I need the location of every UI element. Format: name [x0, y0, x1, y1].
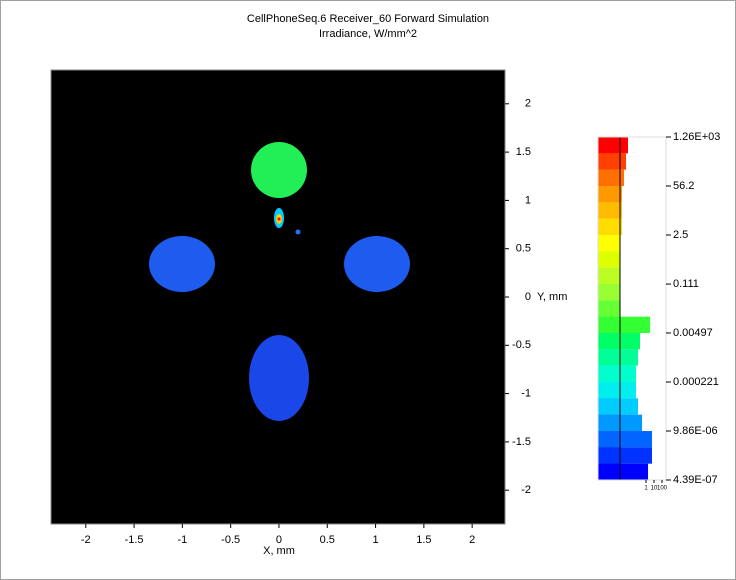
colorbar-band: [598, 300, 620, 317]
histogram-bar: [598, 186, 622, 203]
histogram-bar: [598, 398, 638, 415]
histogram-bar: [598, 463, 649, 480]
histogram-bar: [598, 218, 622, 235]
colorbar-tick-label: 0.00497: [673, 327, 713, 339]
y-tick-label: -1: [521, 388, 531, 400]
chart-title: CellPhoneSeq.6 Receiver_60 Forward Simul…: [247, 13, 489, 25]
spot: [344, 236, 410, 292]
x-tick-label: 0.5: [320, 534, 335, 546]
colorbar-tick-label: 2.5: [673, 229, 688, 241]
colorbar-band: [598, 251, 620, 268]
y-tick-label: -1.5: [512, 436, 531, 448]
histogram-bar: [598, 153, 627, 170]
spot: [277, 217, 281, 221]
y-axis-label: Y, mm: [537, 291, 567, 303]
x-tick-label: 2: [469, 534, 475, 546]
y-tick-label: 1: [525, 194, 531, 206]
colorbar-frame: [597, 136, 667, 481]
histogram-bar: [598, 202, 622, 219]
hist-tick-label: 10: [651, 486, 658, 492]
colorbar-band: [598, 284, 620, 301]
spot: [251, 142, 307, 198]
histogram-bar: [598, 365, 636, 382]
histogram-bar: [598, 316, 651, 333]
histogram-bar: [598, 137, 628, 154]
x-axis-label: X, mm: [263, 545, 295, 557]
irradiance-spots: [149, 142, 410, 421]
chart-subtitle: Irradiance, W/mm^2: [319, 28, 417, 40]
spot: [295, 229, 301, 235]
hist-tick-label: 1: [644, 486, 648, 492]
x-tick-label: 1: [372, 534, 378, 546]
y-tick-label: -2: [521, 484, 531, 496]
histogram-bar: [598, 235, 620, 252]
x-tick-label: -0.5: [221, 534, 240, 546]
hist-tick-label: 100: [657, 486, 668, 492]
colorbar-tick-label: 4.39E-07: [673, 474, 718, 486]
histogram-bar: [598, 169, 625, 186]
x-tick-label: -1: [177, 534, 187, 546]
y-tick-label: 0: [525, 291, 531, 303]
x-tick-label: 1.5: [416, 534, 431, 546]
colorbar-tick-label: 56.2: [673, 180, 694, 192]
histogram-bar: [598, 447, 652, 464]
colorbar-tick-label: 9.86E-06: [673, 425, 718, 437]
spot: [149, 236, 215, 292]
y-tick-label: -0.5: [512, 339, 531, 351]
histogram-bar: [598, 333, 641, 350]
colorbar-band: [598, 267, 620, 284]
y-tick-label: 2: [525, 98, 531, 110]
spot: [249, 335, 309, 421]
plot-area: [50, 69, 506, 525]
colorbar-tick-label: 0.111: [673, 278, 699, 290]
colorbar-tick-label: 0.000221: [673, 376, 719, 388]
y-tick-label: 0.5: [516, 243, 531, 255]
histogram-bar: [598, 431, 652, 448]
x-tick-label: -2: [81, 534, 91, 546]
x-tick-label: -1.5: [125, 534, 144, 546]
y-tick-label: 1.5: [516, 146, 531, 158]
colorbar-tick-label: 1.26E+03: [673, 131, 720, 143]
histogram-bar: [598, 349, 638, 366]
x-tick-label: 0: [276, 534, 282, 546]
histogram-bar: [598, 382, 636, 399]
